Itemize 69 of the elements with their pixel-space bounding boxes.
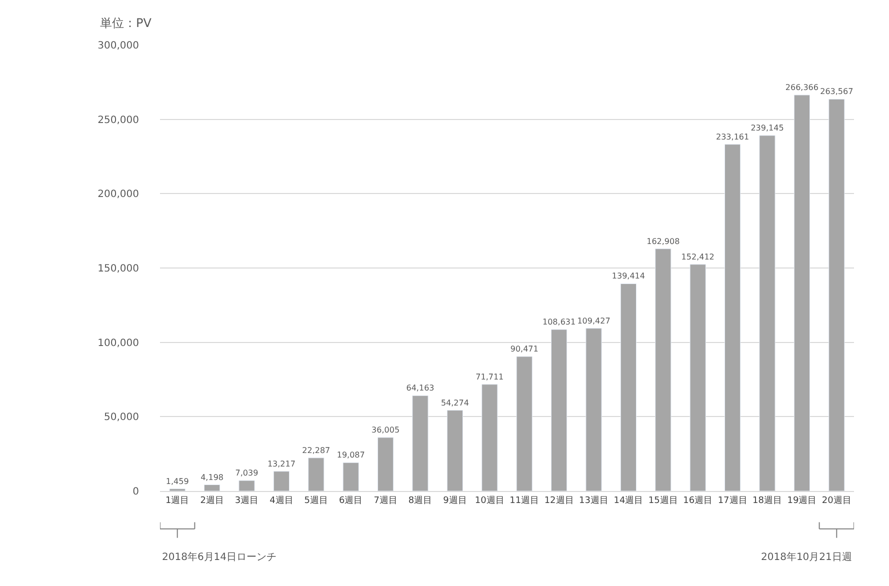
bar [620, 283, 637, 491]
x-tick-label: 9週目 [443, 494, 467, 506]
data-label: 108,631 [542, 318, 576, 326]
data-label: 22,287 [302, 446, 330, 455]
bar [446, 410, 464, 491]
data-label: 139,414 [612, 272, 645, 281]
text: 2018年10月21日週 [761, 551, 852, 563]
y-tick-label: 50,000 [104, 412, 139, 424]
bar [550, 329, 568, 491]
bar [828, 98, 845, 491]
x-tick-label: 19週目 [787, 494, 817, 506]
bar [342, 462, 359, 491]
x-tick-label: 20週目 [822, 494, 852, 506]
bar [273, 471, 290, 491]
data-label: 4,198 [200, 472, 224, 482]
data-label: 239,145 [750, 123, 784, 132]
bar [238, 480, 255, 491]
x-tick-label: 15週目 [648, 494, 678, 506]
x-tick-label: 16週目 [683, 494, 713, 506]
data-label: 233,161 [716, 132, 750, 142]
bar [794, 94, 810, 491]
data-label: 36,005 [372, 425, 400, 434]
bar [482, 384, 498, 491]
x-tick-label: 5週目 [304, 494, 328, 506]
y-tick-label: 150,000 [98, 264, 139, 274]
y-tick-label: 200,000 [98, 189, 139, 200]
data-label: 152,412 [681, 252, 714, 262]
x-tick-label: 10週目 [474, 494, 504, 506]
bar [204, 484, 220, 491]
x-tick-label: 13週目 [579, 494, 608, 506]
x-tick-label: 1週目 [165, 494, 190, 506]
y-tick-label: 100,000 [98, 338, 139, 349]
data-label: 90,471 [510, 344, 538, 354]
data-label: 64,163 [406, 384, 434, 393]
y-axis-title: 単位：PV [100, 16, 152, 30]
data-label: 71,711 [476, 372, 504, 382]
bar [586, 328, 602, 491]
y-tick-label: 0 [132, 486, 139, 498]
x-tick-label: 2週目 [200, 494, 224, 506]
y-tick-label: 250,000 [98, 114, 139, 126]
data-label: 19,087 [336, 450, 365, 460]
bar [516, 356, 532, 491]
x-tick-label: 12週目 [544, 494, 574, 506]
data-label: 54,274 [440, 398, 469, 408]
x-tick-label: 3週目 [234, 494, 259, 506]
data-label: 1,459 [166, 476, 189, 486]
data-label: 162,908 [646, 236, 680, 246]
bar [655, 248, 672, 491]
bar [724, 144, 741, 491]
data-label: 109,427 [577, 316, 610, 326]
data-label: 13,217 [267, 459, 296, 468]
bar [377, 437, 394, 491]
x-tick-label: 6週目 [338, 494, 363, 506]
data-label: 266,366 [785, 83, 818, 92]
bar [308, 458, 324, 491]
x-tick-label: 7週目 [374, 494, 398, 506]
x-tick-label: 14週目 [614, 494, 644, 506]
bar [412, 395, 428, 491]
y-tick-label: 300,000 [98, 40, 139, 52]
x-tick-label: 17週目 [718, 494, 748, 506]
data-label: 263,567 [820, 87, 854, 96]
x-tick-label: 4週目 [270, 494, 294, 506]
x-tick-label: 11週目 [510, 494, 540, 506]
text: 2018年6月14日ローンチ [162, 551, 277, 563]
x-tick-label: 18週目 [752, 494, 782, 506]
data-label: 7,039 [235, 468, 258, 478]
bar [759, 135, 776, 491]
bar [690, 264, 706, 491]
x-tick-label: 8週目 [408, 494, 432, 506]
